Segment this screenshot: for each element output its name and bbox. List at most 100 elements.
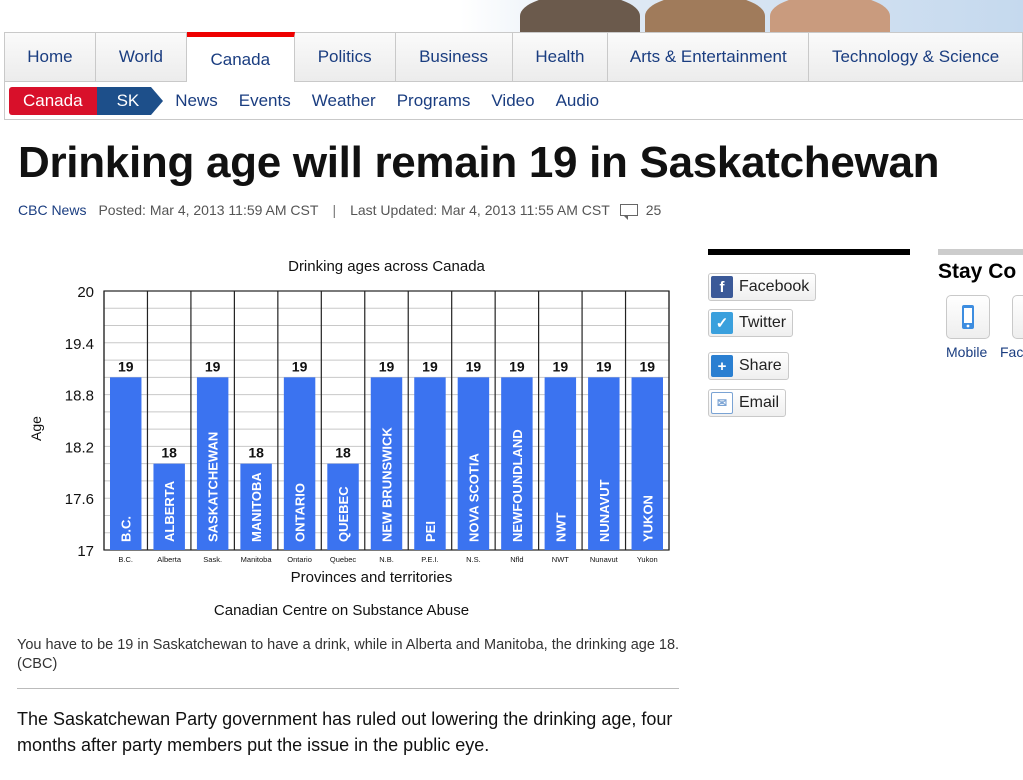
article-lede: The Saskatchewan Party government has ru… — [17, 709, 673, 755]
bar-inner-label: MANITOBA — [249, 472, 264, 542]
comment-icon[interactable] — [619, 204, 638, 220]
stay-connected-title: Stay Co — [938, 260, 1017, 283]
twitter-label: Twitter — [739, 314, 787, 331]
divider — [17, 688, 679, 689]
banner-photo — [645, 0, 765, 32]
x-tick-label: Nfld — [510, 555, 523, 564]
bar — [457, 377, 490, 550]
bar-inner-label: NEWFOUNDLAND — [510, 429, 525, 542]
tab-home[interactable]: Home — [5, 33, 96, 81]
tab-technology-science[interactable]: Technology & Science — [809, 33, 1023, 81]
bar — [110, 377, 142, 550]
mobile-label[interactable]: Mobile — [946, 344, 988, 360]
bar-value-label: 18 — [335, 445, 351, 461]
chart-source: Canadian Centre on Substance Abuse — [214, 602, 469, 619]
y-tick-label: 19.4 — [65, 336, 94, 353]
subnav-link-video[interactable]: Video — [491, 90, 535, 110]
twitter-icon: ✓ — [711, 312, 733, 334]
email-label: Email — [739, 394, 780, 411]
bar-inner-label: B.C. — [119, 516, 134, 542]
bar-value-label: 19 — [466, 358, 482, 374]
sub-nav: Canada SK News Events Weather Programs V… — [4, 82, 1023, 120]
tab-business[interactable]: Business — [396, 33, 513, 81]
tab-world[interactable]: World — [96, 33, 187, 81]
mobile-button[interactable] — [946, 295, 990, 339]
subnav-link-programs[interactable]: Programs — [396, 90, 471, 110]
chart-title: Drinking ages across Canada — [288, 258, 485, 275]
bar-inner-label: NEW BRUNSWICK — [380, 427, 395, 542]
bar-inner-label: NUNAVUT — [597, 479, 612, 542]
subnav-link-events[interactable]: Events — [238, 90, 291, 110]
bar — [544, 377, 577, 550]
mobile-phone-icon — [962, 305, 974, 329]
bar-value-label: 19 — [639, 358, 655, 374]
y-tick-label: 17.6 — [65, 491, 94, 508]
main-nav: Home World Canada Politics Business Heal… — [4, 32, 1023, 82]
bar-inner-label: YUKON — [640, 495, 655, 542]
bar-value-label: 19 — [379, 358, 395, 374]
posted-date: Posted: Mar 4, 2013 11:59 AM CST — [98, 202, 319, 218]
bar-value-label: 18 — [161, 445, 177, 461]
tab-politics[interactable]: Politics — [295, 33, 396, 81]
tab-health[interactable]: Health — [513, 33, 609, 81]
email-button[interactable]: ✉ Email — [708, 389, 787, 417]
bar — [283, 377, 316, 550]
comment-count[interactable]: 25 — [645, 202, 662, 218]
bar-inner-label: PEI — [423, 521, 438, 542]
bar — [327, 463, 359, 550]
bar-inner-label: ALBERTA — [162, 480, 177, 542]
facebook-button[interactable]: f Facebook — [708, 273, 817, 301]
bar — [153, 463, 185, 550]
y-tick-label: 18.8 — [65, 388, 94, 405]
x-tick-label: N.S. — [466, 555, 481, 564]
x-tick-label: N.B. — [379, 555, 394, 564]
bar — [588, 377, 620, 550]
bar-inner-label: NWT — [553, 512, 568, 542]
twitter-button[interactable]: ✓ Twitter — [708, 309, 794, 337]
bar-value-label: 19 — [118, 358, 134, 374]
bar-value-label: 19 — [205, 358, 221, 374]
banner-photo — [770, 0, 890, 32]
facebook-follow-label[interactable]: Fac — [1000, 344, 1023, 360]
bar-value-label: 19 — [509, 358, 525, 374]
share-button[interactable]: + Share — [708, 352, 789, 380]
bar — [501, 377, 533, 550]
share-divider — [708, 249, 910, 255]
image-caption: You have to be 19 in Saskatchewan to hav… — [17, 637, 680, 672]
tab-canada[interactable]: Canada — [186, 32, 295, 82]
y-axis-label: Age — [28, 416, 44, 441]
tab-arts-entertainment[interactable]: Arts & Entertainment — [608, 33, 810, 81]
drinking-age-chart: Drinking ages across Canada 20 19.4 18.8 18.… — [28, 258, 670, 619]
facebook-icon: f — [711, 276, 733, 298]
envelope-icon: ✉ — [711, 392, 733, 414]
subnav-link-audio[interactable]: Audio — [555, 90, 600, 110]
x-tick-label: P.E.I. — [421, 555, 438, 564]
plus-icon: + — [711, 355, 733, 377]
bar-value-label: 19 — [292, 358, 308, 374]
x-tick-label: Manitoba — [241, 555, 273, 564]
bar — [631, 377, 663, 550]
x-tick-label: Quebec — [330, 555, 357, 564]
bar — [414, 377, 446, 550]
subnav-link-news[interactable]: News — [175, 90, 218, 110]
x-tick-label: Ontario — [287, 555, 312, 564]
subnav-link-weather[interactable]: Weather — [311, 90, 376, 110]
byline-source[interactable]: CBC News — [18, 202, 87, 218]
y-tick-label: 17 — [77, 543, 94, 560]
y-tick-label: 20 — [77, 284, 94, 301]
bar — [196, 377, 229, 550]
x-tick-label: Alberta — [157, 555, 182, 564]
banner-photo — [520, 0, 640, 32]
facebook-follow-button[interactable] — [1012, 295, 1023, 339]
bar-value-label: 19 — [553, 358, 569, 374]
x-tick-label: Sask. — [203, 555, 222, 564]
facebook-label: Facebook — [739, 278, 810, 295]
bar — [370, 377, 403, 550]
byline-separator: | — [332, 202, 337, 218]
bar-inner-label: NOVA SCOTIA — [466, 453, 481, 542]
breadcrumb-canada[interactable]: Canada — [9, 86, 109, 115]
bar-value-label: 19 — [596, 358, 612, 374]
top-banner — [0, 0, 1023, 32]
breadcrumb-sk[interactable]: SK — [96, 86, 163, 115]
subnav-links: News Events Weather Programs Video Audio — [175, 91, 620, 111]
